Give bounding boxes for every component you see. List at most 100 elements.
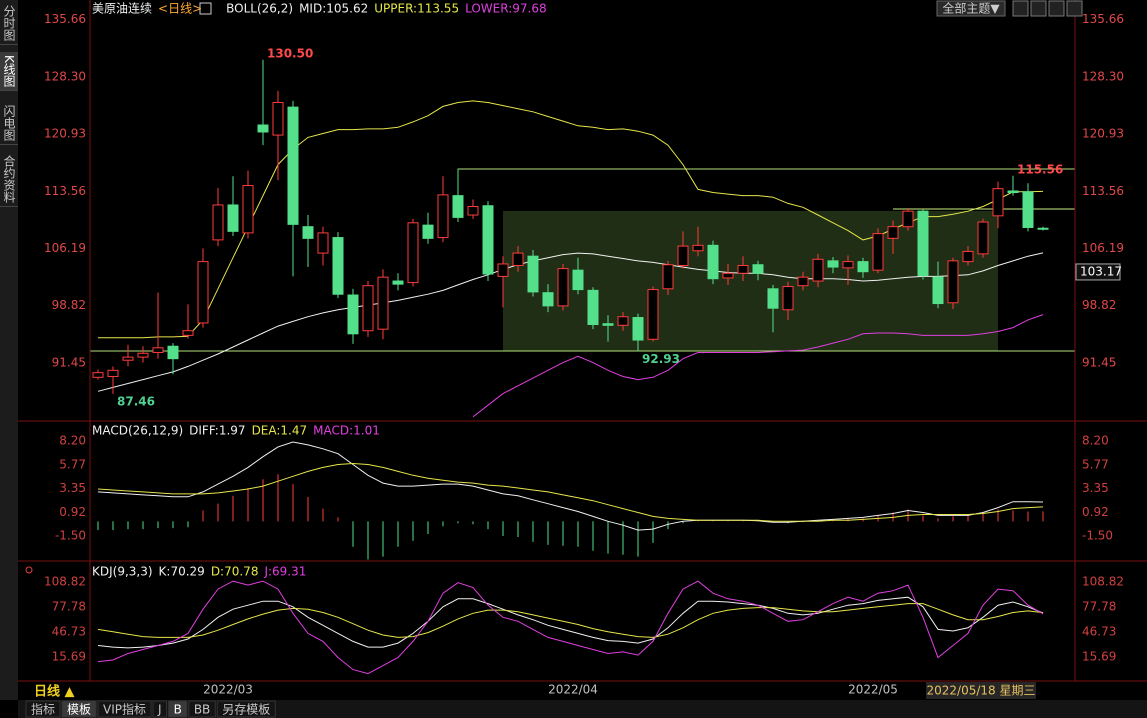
y-tick-label: 98.82: [1082, 298, 1116, 312]
low-label: 87.46: [117, 394, 155, 408]
indicator-line: [97, 580, 1044, 675]
legend-text: BOLL(26,2): [226, 2, 293, 16]
candle-body: [482, 205, 494, 275]
y-tick-label: 77.78: [52, 600, 86, 614]
candle-body: [677, 245, 689, 267]
candle-body: [152, 347, 164, 353]
high-label: 115.56: [1017, 162, 1063, 176]
low-label: 92.93: [642, 352, 680, 366]
side-tab[interactable]: 合约资料: [0, 152, 18, 207]
candle-body: [737, 265, 749, 274]
candle-body: [422, 224, 434, 239]
bottom-tab[interactable]: [25, 700, 61, 718]
cursor-date: 2022/05/18 星期三: [927, 684, 1036, 698]
bottom-tab[interactable]: [188, 700, 216, 718]
candle-body: [557, 268, 569, 307]
indicator-line: [97, 441, 1044, 531]
bottom-tab[interactable]: [216, 700, 276, 718]
bottom-tab-label[interactable]: VIP指标: [103, 702, 146, 717]
icon-button[interactable]: [1066, 0, 1083, 17]
candle-body: [992, 188, 1004, 217]
bottom-tab[interactable]: [168, 700, 188, 718]
y-tick-label: 5.77: [1082, 457, 1109, 471]
candle-body: [227, 204, 239, 232]
candle-body: [812, 258, 824, 282]
candle-body: [767, 288, 779, 309]
indicator-line: [97, 596, 1044, 649]
candle-body: [257, 124, 269, 133]
bottom-tab-label[interactable]: B: [174, 703, 182, 717]
candle-body: [722, 272, 734, 279]
candle-body: [107, 369, 119, 378]
candle-body: [752, 264, 764, 274]
y-tick-label: 106.19: [44, 241, 86, 255]
icon-button[interactable]: [1048, 0, 1065, 17]
candle-body: [827, 260, 839, 268]
y-tick-label: 91.45: [1082, 355, 1116, 369]
y-tick-label: 113.56: [44, 184, 86, 198]
y-tick-label: 113.56: [1082, 184, 1124, 198]
y-tick-label: 108.82: [44, 575, 86, 589]
candle-body: [542, 292, 554, 307]
candle-body: [857, 261, 869, 273]
zone-box: [503, 211, 998, 351]
legend-text: MACD:1.01: [313, 424, 380, 438]
candle-body: [902, 210, 914, 228]
bottom-tab[interactable]: [152, 700, 168, 718]
indicator-icon: [199, 2, 212, 15]
bottom-tab-label[interactable]: BB: [194, 703, 210, 717]
candle-body: [377, 276, 389, 330]
x-tick-label: 2022/04: [548, 683, 598, 697]
cursor-date-box: [926, 682, 1036, 699]
bottom-tab-label[interactable]: 指标: [31, 702, 55, 717]
side-tab[interactable]: 闪电图: [0, 102, 18, 145]
candle-body: [662, 264, 674, 290]
candle-body: [872, 233, 884, 271]
bottom-tab-label[interactable]: 另存模板: [222, 703, 270, 717]
y-tick-label: 135.66: [44, 12, 86, 26]
bottom-tab[interactable]: [61, 700, 97, 718]
y-tick-label: -1.50: [1082, 529, 1113, 543]
icon-button[interactable]: [1012, 0, 1029, 17]
indicator-line: [97, 252, 1044, 392]
theme-button-label[interactable]: 全部主题▼: [942, 1, 1000, 16]
candle-body: [347, 294, 359, 335]
candle-body: [962, 251, 974, 263]
bottom-tab-label[interactable]: 模板: [67, 703, 91, 717]
y-tick-label: 120.93: [1082, 127, 1124, 141]
y-tick-label: 77.78: [1082, 600, 1116, 614]
indicator-line: [97, 462, 1044, 522]
legend-text: UPPER:113.55: [374, 2, 459, 16]
y-tick-label: 46.73: [52, 625, 86, 639]
period-label[interactable]: 日线 ▲: [34, 684, 75, 700]
y-tick-label: 98.82: [52, 298, 86, 312]
bottom-tab-label[interactable]: J: [157, 703, 162, 717]
legend-text: <日线>: [158, 2, 202, 16]
candle-body: [332, 237, 344, 295]
candle-body: [842, 261, 854, 269]
y-tick-label: 8.20: [59, 434, 86, 448]
y-tick-label: -1.50: [55, 529, 86, 543]
candle-body: [587, 289, 599, 326]
legend-text: J:69.31: [263, 565, 306, 579]
last-price: 103.17: [1080, 264, 1122, 278]
candle-body: [1037, 227, 1049, 230]
side-tab[interactable]: 分时图: [0, 2, 18, 45]
y-tick-label: 5.77: [59, 457, 86, 471]
candle-body: [242, 185, 254, 234]
side-tab[interactable]: K线图: [0, 52, 18, 91]
candle-body: [302, 226, 314, 239]
theme-button[interactable]: [936, 0, 1006, 17]
candle-body: [617, 316, 629, 326]
candle-body: [287, 106, 299, 225]
y-tick-label: 3.35: [59, 481, 86, 495]
last-price-box: [1075, 263, 1121, 281]
y-tick-label: 108.82: [1082, 575, 1124, 589]
candle-body: [887, 226, 899, 239]
indicator-line: [472, 314, 1044, 418]
candle-body: [692, 244, 704, 252]
icon-button[interactable]: [1030, 0, 1047, 17]
legend-text: MID:105.62: [299, 2, 368, 16]
bottom-tab[interactable]: [97, 700, 152, 718]
